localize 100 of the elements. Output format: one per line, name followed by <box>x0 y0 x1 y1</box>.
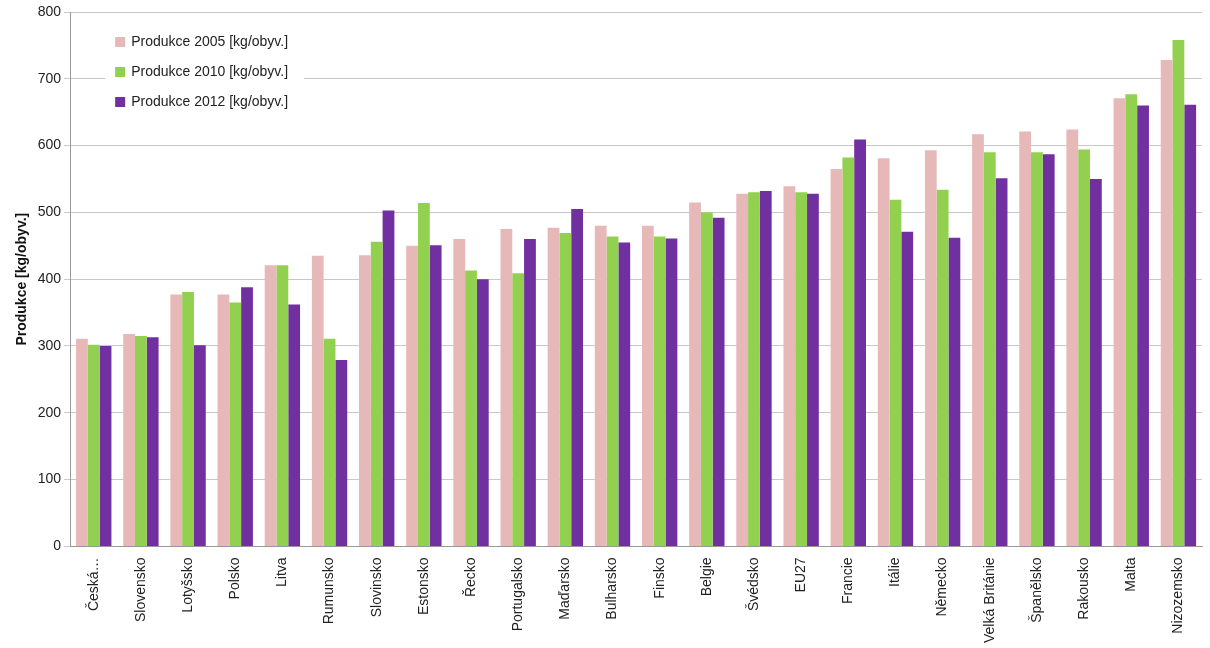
bar <box>429 245 442 546</box>
bar <box>1066 129 1079 546</box>
x-tick-label: Finsko <box>650 557 667 599</box>
bar <box>182 291 194 546</box>
bar <box>335 360 348 546</box>
bar <box>1113 98 1126 546</box>
bar <box>1184 104 1197 546</box>
y-axis-title: Produkce [kg/obyv.] <box>13 212 30 346</box>
bar <box>594 225 607 546</box>
bar <box>748 192 760 546</box>
bar <box>241 287 253 546</box>
bar <box>264 265 277 546</box>
x-tick-label: Itálie <box>886 557 903 587</box>
bar <box>1172 40 1185 546</box>
bar <box>1089 179 1102 546</box>
x-tick-label: Bulharsko <box>603 557 620 620</box>
bar <box>276 265 289 546</box>
y-tick-label: 200 <box>37 403 62 420</box>
bar <box>76 338 88 546</box>
x-tick-label: Rumunsko <box>320 557 337 625</box>
bar <box>877 158 890 546</box>
bar <box>618 242 631 546</box>
bar <box>665 238 678 546</box>
bar <box>323 338 336 546</box>
x-tick-label: Španělsko <box>1027 557 1044 623</box>
bar <box>783 186 796 546</box>
x-tick-label: Lotyšsko <box>178 557 195 613</box>
bar <box>700 212 713 546</box>
bar <box>901 231 914 546</box>
bar <box>370 241 383 546</box>
bar <box>1042 154 1055 546</box>
bar <box>476 279 489 546</box>
bar <box>1078 149 1090 546</box>
bar <box>571 209 584 546</box>
y-tick-label: 300 <box>37 336 62 353</box>
bar <box>382 210 395 546</box>
bar <box>146 337 159 546</box>
bar <box>736 193 749 546</box>
x-tick-label: Malta <box>1122 557 1139 592</box>
bar <box>193 345 206 546</box>
bar <box>995 178 1008 546</box>
bar <box>948 237 961 546</box>
bar <box>641 225 654 546</box>
bar <box>465 270 477 546</box>
x-tick-label: Rakousko <box>1074 557 1091 620</box>
x-tick-label: Estonsko <box>414 557 431 615</box>
y-tick-label: 100 <box>37 470 62 487</box>
bar <box>972 134 984 546</box>
bar <box>936 189 949 546</box>
x-tick-label: Francie <box>839 557 856 605</box>
bar <box>807 193 819 546</box>
x-tick-label: Litva <box>273 557 290 587</box>
y-tick-label: 400 <box>37 270 62 287</box>
bar <box>1137 105 1149 546</box>
bar <box>606 236 619 546</box>
bar <box>288 304 301 546</box>
legend-label: Produkce 2005 [kg/obyv.] <box>131 32 289 49</box>
bar <box>795 192 808 546</box>
x-tick-label: Maďarsko <box>556 557 573 620</box>
bar <box>759 191 772 546</box>
bar <box>830 168 843 546</box>
bar <box>524 239 536 546</box>
x-tick-label: Slovensko <box>131 557 148 622</box>
x-tick-label: Polsko <box>226 557 243 600</box>
x-tick-label: Nizozemsko <box>1169 557 1186 634</box>
bar <box>1125 94 1138 546</box>
bar <box>712 217 725 546</box>
bar <box>854 139 866 546</box>
bar <box>1160 60 1173 546</box>
legend-label: Produkce 2010 [kg/obyv.] <box>131 62 289 79</box>
y-tick-label: 600 <box>37 136 62 153</box>
bar <box>453 239 466 546</box>
bar <box>842 157 855 546</box>
bar <box>983 152 996 546</box>
bar <box>1019 131 1032 546</box>
bar <box>500 229 513 546</box>
x-tick-label: Portugalsko <box>509 557 526 632</box>
bar <box>1031 152 1043 546</box>
x-tick-label: Belgie <box>697 557 714 597</box>
bar <box>653 236 666 546</box>
x-tick-label: Velká Británie <box>980 557 997 643</box>
bar <box>170 294 183 546</box>
x-tick-label: Švédsko <box>744 557 761 612</box>
x-tick-label: Slovinsko <box>367 557 384 618</box>
legend-label: Produkce 2012 [kg/obyv.] <box>131 92 289 109</box>
bar <box>406 245 418 546</box>
bar <box>217 294 230 546</box>
bar <box>123 333 135 546</box>
x-tick-label: EU27 <box>792 557 808 593</box>
y-tick-label: 800 <box>37 2 62 19</box>
bar <box>889 199 902 546</box>
bar <box>135 335 147 546</box>
bar <box>547 227 560 546</box>
bar <box>87 344 100 546</box>
bar <box>559 233 572 546</box>
bar <box>924 150 937 546</box>
x-tick-label: Německo <box>933 557 950 617</box>
bar <box>99 346 112 546</box>
x-tick-label: Česká… <box>84 557 101 612</box>
bar <box>417 203 430 546</box>
